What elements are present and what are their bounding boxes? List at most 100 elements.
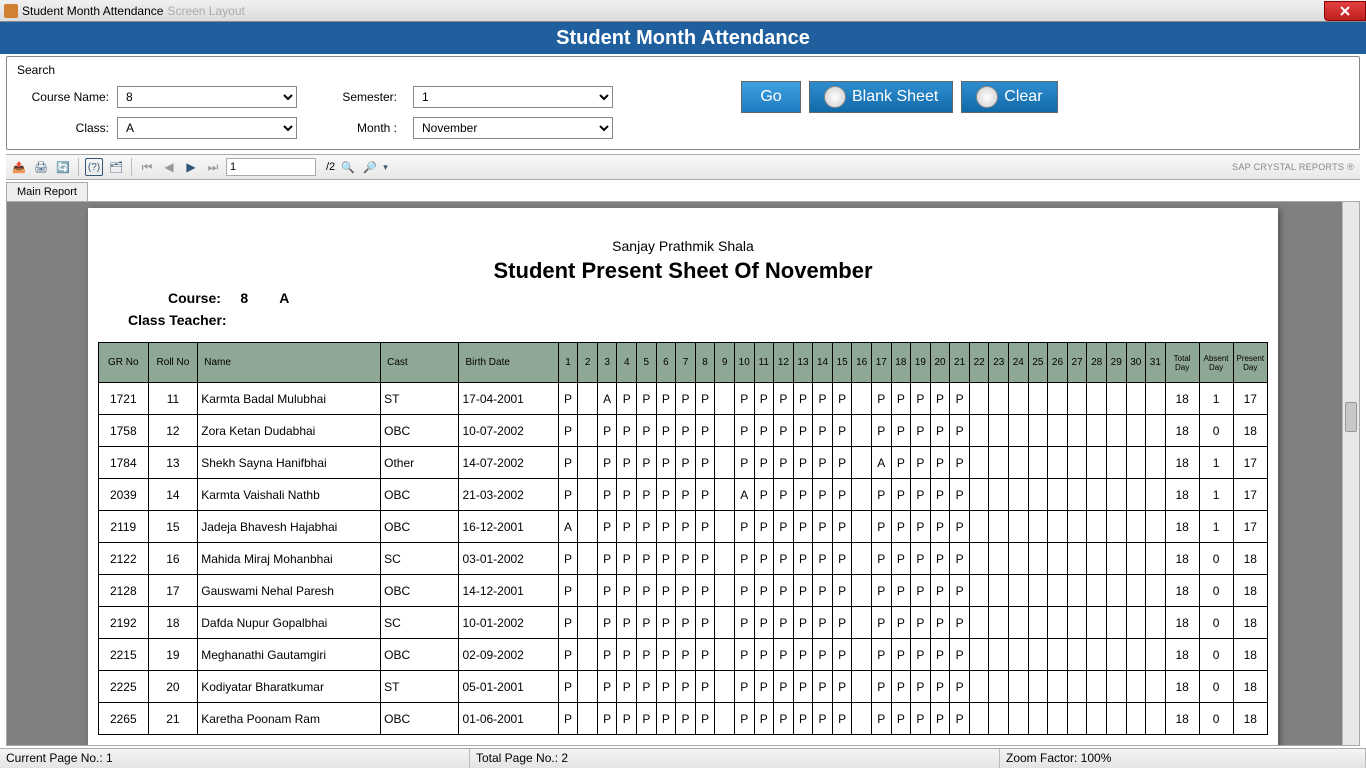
day-cell xyxy=(1146,639,1166,671)
day-cell: P xyxy=(793,703,813,735)
day-cell: P xyxy=(695,383,715,415)
search-heading: Search xyxy=(17,63,1349,77)
cell: Gauswami Nehal Paresh xyxy=(198,575,381,607)
day-cell xyxy=(715,415,735,447)
day-cell: P xyxy=(950,575,970,607)
app-icon xyxy=(4,4,18,18)
day-cell xyxy=(1087,639,1107,671)
blank-sheet-button[interactable]: Blank Sheet xyxy=(809,81,953,113)
day-cell xyxy=(1048,543,1068,575)
brand-label: SAP CRYSTAL REPORTS ® xyxy=(1232,162,1354,172)
day-cell xyxy=(1106,415,1126,447)
day-cell: P xyxy=(813,671,833,703)
hdr-day-29: 29 xyxy=(1106,343,1126,383)
hdr-day-31: 31 xyxy=(1146,343,1166,383)
day-cell: P xyxy=(930,607,950,639)
tab-main-report[interactable]: Main Report xyxy=(6,182,88,201)
day-cell xyxy=(1126,415,1146,447)
close-button[interactable] xyxy=(1324,1,1366,21)
day-cell: P xyxy=(597,607,617,639)
day-cell: P xyxy=(871,543,891,575)
class-select[interactable]: A xyxy=(117,117,297,139)
cell: 2122 xyxy=(99,543,149,575)
day-cell xyxy=(1087,447,1107,479)
summary-cell: 18 xyxy=(1165,383,1199,415)
day-cell xyxy=(1009,703,1029,735)
day-cell: P xyxy=(950,639,970,671)
day-cell xyxy=(715,543,735,575)
day-cell: P xyxy=(676,511,696,543)
summary-cell: 0 xyxy=(1199,607,1233,639)
next-page-button[interactable]: ▶ xyxy=(182,160,200,174)
cell: Zora Ketan Dudabhai xyxy=(198,415,381,447)
cell: 2265 xyxy=(99,703,149,735)
day-cell: P xyxy=(734,703,754,735)
day-cell: P xyxy=(871,703,891,735)
day-cell: P xyxy=(911,671,931,703)
day-cell xyxy=(989,703,1009,735)
cell: OBC xyxy=(381,479,459,511)
page-total-label: /2 xyxy=(326,161,335,173)
day-cell: P xyxy=(813,575,833,607)
hdr-cast: Cast xyxy=(381,343,459,383)
month-label: Month : xyxy=(317,121,397,135)
summary-cell: 1 xyxy=(1199,511,1233,543)
print-icon[interactable]: 🖨 xyxy=(32,158,50,176)
day-cell xyxy=(1009,543,1029,575)
clear-button[interactable]: Clear xyxy=(961,81,1057,113)
day-cell: P xyxy=(832,479,852,511)
day-cell: P xyxy=(950,479,970,511)
report-viewer[interactable]: Sanjay Prathmik Shala Student Present Sh… xyxy=(6,202,1360,746)
day-cell: P xyxy=(832,703,852,735)
day-cell xyxy=(1048,383,1068,415)
course-select[interactable]: 8 xyxy=(117,86,297,108)
last-page-button[interactable]: ⏭ xyxy=(204,160,222,175)
day-cell: P xyxy=(950,671,970,703)
day-cell: P xyxy=(597,639,617,671)
day-cell: P xyxy=(891,479,911,511)
hdr-day-6: 6 xyxy=(656,343,676,383)
day-cell xyxy=(1146,607,1166,639)
day-cell xyxy=(1028,543,1048,575)
day-cell xyxy=(989,671,1009,703)
close-icon xyxy=(1339,5,1351,17)
day-cell xyxy=(1126,607,1146,639)
zoom-icon[interactable]: 🔎 xyxy=(361,158,379,176)
cell: 17 xyxy=(148,575,198,607)
go-button[interactable]: Go xyxy=(741,81,801,113)
day-cell: P xyxy=(950,511,970,543)
table-row: 212216Mahida Miraj MohanbhaiSC03-01-2002… xyxy=(99,543,1268,575)
summary-cell: 18 xyxy=(1233,415,1267,447)
export-icon[interactable]: 📤 xyxy=(10,158,28,176)
day-cell: P xyxy=(911,639,931,671)
status-total-page: Total Page No.: 2 xyxy=(470,749,1000,768)
report-school: Sanjay Prathmik Shala xyxy=(98,238,1268,254)
clear-label: Clear xyxy=(1004,88,1042,106)
help-icon[interactable]: (?) xyxy=(85,158,103,176)
refresh-icon[interactable]: 🔄 xyxy=(54,158,72,176)
day-cell: P xyxy=(695,671,715,703)
day-cell xyxy=(1067,607,1087,639)
day-cell xyxy=(1048,575,1068,607)
day-cell xyxy=(1009,479,1029,511)
titlebar[interactable]: Student Month Attendance Screen Layout xyxy=(0,0,1366,22)
month-select[interactable]: November xyxy=(413,117,613,139)
first-page-button[interactable]: ⏮ xyxy=(138,160,156,175)
day-cell xyxy=(578,575,598,607)
scrollbar-thumb[interactable] xyxy=(1345,402,1357,432)
semester-select[interactable]: 1 xyxy=(413,86,613,108)
cell: Karmta Vaishali Nathb xyxy=(198,479,381,511)
page-input[interactable] xyxy=(226,158,316,176)
cell: 17-04-2001 xyxy=(459,383,558,415)
vertical-scrollbar[interactable] xyxy=(1342,202,1359,745)
tree-icon[interactable]: 🗂 xyxy=(107,158,125,176)
report-course: Course: 8 A xyxy=(168,290,1268,306)
find-icon[interactable]: 🔍 xyxy=(339,158,357,176)
day-cell: P xyxy=(891,447,911,479)
day-cell: P xyxy=(793,447,813,479)
day-cell: P xyxy=(832,415,852,447)
day-cell: P xyxy=(734,543,754,575)
day-cell xyxy=(852,511,872,543)
day-cell: P xyxy=(754,671,774,703)
prev-page-button[interactable]: ◀ xyxy=(160,160,178,174)
